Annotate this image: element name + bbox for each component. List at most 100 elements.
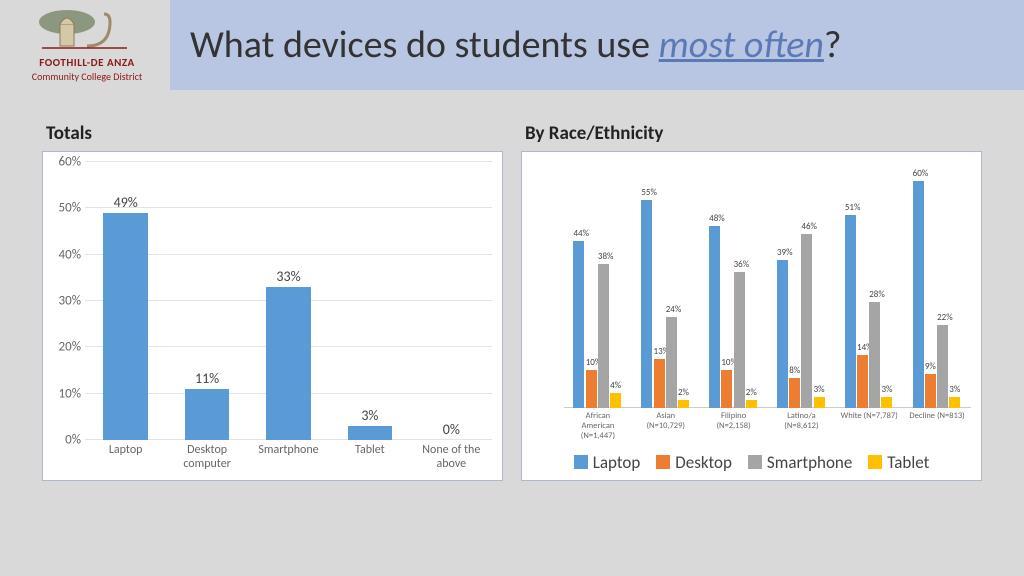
y-tick: 40% — [45, 247, 81, 262]
bar-value-label: 8% — [789, 365, 800, 378]
bar-value-label: 39% — [777, 247, 788, 260]
bar: 38% — [598, 264, 609, 408]
bar-value-label: 10% — [721, 357, 732, 370]
race-chart: 44%10%38%4%AfricanAmerican(N=1,447)55%13… — [521, 151, 982, 481]
bar: 10% — [586, 370, 597, 408]
bar: 51% — [845, 215, 856, 408]
bar: 33% — [266, 287, 311, 440]
legend-label: Laptop — [593, 452, 641, 473]
bar-value-label: 38% — [598, 251, 609, 264]
bar: 4% — [610, 393, 621, 408]
x-category: Desktopcomputer — [166, 440, 247, 472]
bar: 2% — [678, 400, 689, 408]
x-category: AfricanAmerican(N=1,447) — [564, 408, 632, 441]
bar-value-label: 0% — [429, 421, 474, 440]
bar: 49% — [103, 213, 148, 440]
bar-value-label: 33% — [266, 268, 311, 287]
x-category: Filipino(N=2,158) — [700, 408, 768, 432]
bar-value-label: 3% — [881, 384, 892, 397]
bar: 3% — [881, 397, 892, 408]
legend-swatch — [574, 455, 588, 469]
bar-value-label: 60% — [913, 168, 924, 181]
y-tick: 20% — [45, 340, 81, 355]
legend-label: Tablet — [887, 452, 929, 473]
bar: 13% — [654, 359, 665, 408]
x-category: White (N=7,787) — [835, 408, 903, 422]
x-category: Asian(N=10,729) — [632, 408, 700, 432]
bar: 39% — [777, 260, 788, 408]
bar: 14% — [857, 355, 868, 408]
bar-value-label: 28% — [869, 289, 880, 302]
y-tick: 30% — [45, 294, 81, 309]
bar: 10% — [721, 370, 732, 408]
race-legend: Laptop Desktop Smartphone Tablet — [532, 452, 971, 475]
bar-value-label: 49% — [103, 194, 148, 213]
bar-value-label: 13% — [654, 346, 665, 359]
bar-value-label: 11% — [185, 370, 230, 389]
bar: 9% — [925, 374, 936, 408]
bar-value-label: 3% — [814, 384, 825, 397]
bar: 48% — [709, 226, 720, 408]
gridline — [85, 161, 492, 162]
y-tick: 50% — [45, 201, 81, 216]
x-category: Latino/a(N=8,612) — [768, 408, 836, 432]
bar: 28% — [869, 302, 880, 408]
bar: 36% — [734, 272, 745, 408]
bar: 2% — [746, 400, 757, 408]
x-category: Smartphone — [248, 440, 329, 458]
logo-text-2: Community College District — [12, 70, 162, 83]
bar-value-label: 3% — [348, 407, 393, 426]
logo-icon — [32, 4, 142, 54]
bar-value-label: 24% — [666, 304, 677, 317]
title-pre: What devices do students use — [190, 22, 659, 68]
bar-value-label: 48% — [709, 213, 720, 226]
bar-value-label: 2% — [678, 387, 689, 400]
legend-item: Laptop — [574, 452, 641, 473]
totals-block: Totals 0%10%20%30%40%50%60%49%Laptop11%D… — [42, 122, 503, 481]
legend-swatch — [748, 455, 762, 469]
page-title: What devices do students use most often? — [190, 22, 842, 68]
x-category: None of theabove — [411, 440, 492, 472]
legend-item: Tablet — [868, 452, 929, 473]
totals-title: Totals — [42, 122, 503, 145]
y-tick: 10% — [45, 386, 81, 401]
legend-swatch — [868, 455, 882, 469]
bar: 11% — [185, 389, 230, 440]
bar: 8% — [789, 378, 800, 408]
bar-value-label: 4% — [610, 380, 621, 393]
race-block: By Race/Ethnicity 44%10%38%4%AfricanAmer… — [521, 122, 982, 481]
legend-label: Smartphone — [767, 452, 852, 473]
bar: 55% — [641, 200, 652, 408]
bar-value-label: 46% — [801, 221, 812, 234]
legend-label: Desktop — [675, 452, 732, 473]
legend-item: Smartphone — [748, 452, 852, 473]
header-bar: What devices do students use most often? — [170, 0, 1024, 90]
y-tick: 60% — [45, 155, 81, 170]
bar-value-label: 10% — [586, 357, 597, 370]
title-emph: most often — [659, 22, 824, 68]
legend-item: Desktop — [656, 452, 732, 473]
bar: 3% — [814, 397, 825, 408]
x-category: Tablet — [329, 440, 410, 458]
charts-row: Totals 0%10%20%30%40%50%60%49%Laptop11%D… — [0, 90, 1024, 501]
bar-value-label: 55% — [641, 187, 652, 200]
race-plot: 44%10%38%4%AfricanAmerican(N=1,447)55%13… — [564, 162, 971, 408]
bar: 24% — [666, 317, 677, 408]
bar: 22% — [937, 325, 948, 408]
y-tick: 0% — [45, 433, 81, 448]
bar: 46% — [801, 234, 812, 408]
bar-value-label: 2% — [746, 387, 757, 400]
race-title: By Race/Ethnicity — [521, 122, 982, 145]
bar: 44% — [573, 241, 584, 408]
bar-value-label: 44% — [573, 228, 584, 241]
bar: 3% — [949, 397, 960, 408]
bar-value-label: 3% — [949, 384, 960, 397]
header: What devices do students use most often?… — [0, 0, 1024, 90]
bar: 3% — [348, 426, 393, 440]
title-post: ? — [824, 22, 842, 68]
x-category: Laptop — [85, 440, 166, 458]
bar-value-label: 51% — [845, 202, 856, 215]
logo-text-1: FOOTHILL-DE ANZA — [12, 56, 162, 69]
legend-swatch — [656, 455, 670, 469]
bar-value-label: 14% — [857, 342, 868, 355]
